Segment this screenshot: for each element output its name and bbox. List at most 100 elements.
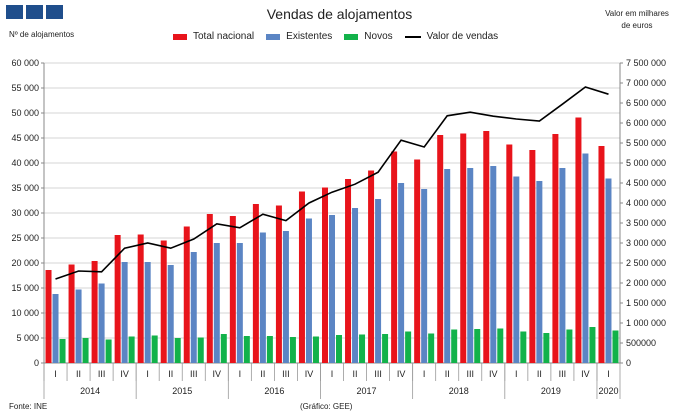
- bar-total-nacional: [414, 159, 421, 363]
- y-tick-label-left: 35 000: [11, 183, 39, 193]
- bar-novos: [612, 330, 619, 363]
- x-tick-label-quarter: IV: [305, 369, 314, 379]
- x-tick-label-quarter: IV: [213, 369, 222, 379]
- x-tick-label-year: 2015: [172, 386, 192, 396]
- bar-novos: [82, 338, 89, 363]
- x-tick-label-quarter: III: [190, 369, 198, 379]
- bar-existentes: [213, 243, 220, 363]
- x-tick-label-quarter: I: [54, 369, 57, 379]
- bar-total-nacional: [437, 135, 444, 363]
- y-tick-label-left: 40 000: [11, 158, 39, 168]
- bar-novos: [382, 334, 389, 363]
- x-tick-label-quarter: II: [76, 369, 81, 379]
- y-tick-label-left: 55 000: [11, 83, 39, 93]
- y-tick-label-right: 500000: [626, 338, 656, 348]
- x-tick-label-quarter: III: [374, 369, 382, 379]
- bar-novos: [497, 328, 504, 363]
- x-tick-label-quarter: I: [515, 369, 518, 379]
- y-tick-label-left: 50 000: [11, 108, 39, 118]
- bar-novos: [289, 337, 296, 363]
- bar-total-nacional: [298, 191, 305, 363]
- x-tick-label-quarter: II: [353, 369, 358, 379]
- y-tick-label-left: 10 000: [11, 308, 39, 318]
- chart-legend: Total nacional Existentes Novos Valor de…: [173, 31, 510, 42]
- y-tick-label-right: 4 500 000: [626, 178, 666, 188]
- bar-novos: [128, 336, 135, 363]
- x-tick-label-year: 2020: [598, 386, 618, 396]
- bar-novos: [474, 329, 481, 363]
- bar-total-nacional: [252, 204, 259, 363]
- x-tick-label-quarter: II: [445, 369, 450, 379]
- x-tick-label-year: 2018: [449, 386, 469, 396]
- bar-existentes: [444, 169, 451, 363]
- chart-title: Vendas de alojamentos: [266, 6, 413, 22]
- y-tick-label-left: 15 000: [11, 283, 39, 293]
- x-tick-label-quarter: I: [423, 369, 426, 379]
- ine-logo-icon: [6, 5, 63, 19]
- y-tick-label-left: 60 000: [11, 58, 39, 68]
- legend-item-novos: Novos: [344, 31, 393, 42]
- x-tick-label-quarter: I: [607, 369, 610, 379]
- x-tick-label-quarter: I: [239, 369, 242, 379]
- bar-existentes: [582, 153, 589, 363]
- bar-novos: [197, 337, 204, 363]
- x-tick-label-quarter: III: [98, 369, 106, 379]
- x-tick-label-year: 2014: [80, 386, 100, 396]
- x-tick-label-quarter: IV: [581, 369, 590, 379]
- y-tick-label-right: 6 500 000: [626, 98, 666, 108]
- bar-existentes: [513, 176, 520, 363]
- bar-novos: [243, 336, 250, 363]
- bar-novos: [566, 329, 573, 363]
- legend-label-total: Total nacional: [193, 31, 255, 42]
- bar-existentes: [605, 178, 612, 363]
- bar-total-nacional: [529, 150, 536, 363]
- legend-label-existentes: Existentes: [286, 31, 333, 42]
- x-tick-label-year: 2019: [541, 386, 561, 396]
- y-tick-label-right: 7 500 000: [626, 58, 666, 68]
- x-tick-label-quarter: II: [260, 369, 265, 379]
- y-tick-label-left: 20 000: [11, 258, 39, 268]
- bar-total-nacional: [483, 131, 490, 363]
- bar-total-nacional: [460, 133, 467, 363]
- x-tick-label-quarter: I: [146, 369, 149, 379]
- bar-total-nacional: [183, 226, 190, 363]
- bar-novos: [405, 331, 412, 363]
- bar-existentes: [75, 289, 82, 363]
- bar-total-nacional: [322, 187, 328, 363]
- bar-total-nacional: [368, 170, 375, 363]
- bar-total-nacional: [45, 270, 52, 363]
- x-tick-label-quarter: III: [282, 369, 290, 379]
- bar-total-nacional: [229, 216, 236, 363]
- bar-existentes: [352, 208, 359, 363]
- credit-note: (Gráfico: GEE): [300, 402, 353, 411]
- legend-item-total: Total nacional: [173, 31, 254, 42]
- bar-existentes: [467, 168, 474, 363]
- legend-label-novos: Novos: [364, 31, 393, 42]
- bar-total-nacional: [275, 205, 282, 363]
- bar-existentes: [259, 232, 266, 363]
- y-tick-label-right: 0: [626, 358, 631, 368]
- y-tick-label-left: 25 000: [11, 233, 39, 243]
- y-tick-label-left: 30 000: [11, 208, 39, 218]
- legend-item-valor: Valor de vendas: [404, 31, 499, 42]
- bar-novos: [359, 334, 366, 363]
- bar-novos: [312, 336, 319, 363]
- x-tick-label-quarter: IV: [120, 369, 129, 379]
- y-tick-label-right: 1 000 000: [626, 318, 666, 328]
- x-tick-label-quarter: III: [559, 369, 567, 379]
- bar-existentes: [52, 294, 59, 363]
- bar-existentes: [190, 252, 197, 363]
- y-tick-label-right: 1 500 000: [626, 298, 666, 308]
- y-tick-label-right: 3 000 000: [626, 238, 666, 248]
- y-tick-label-right: 5 500 000: [626, 138, 666, 148]
- source-note: Fonte: INE: [9, 402, 48, 411]
- y-axis-left-label: Nº de alojamentos: [9, 30, 75, 39]
- line-valor-de-vendas: [55, 86, 609, 280]
- bar-novos: [451, 329, 458, 363]
- bar-total-nacional: [552, 134, 559, 363]
- bar-existentes: [236, 243, 243, 363]
- bar-existentes: [305, 218, 312, 363]
- bar-novos: [520, 331, 527, 363]
- y-tick-label-left: 45 000: [11, 133, 39, 143]
- legend-label-valor: Valor de vendas: [426, 31, 499, 42]
